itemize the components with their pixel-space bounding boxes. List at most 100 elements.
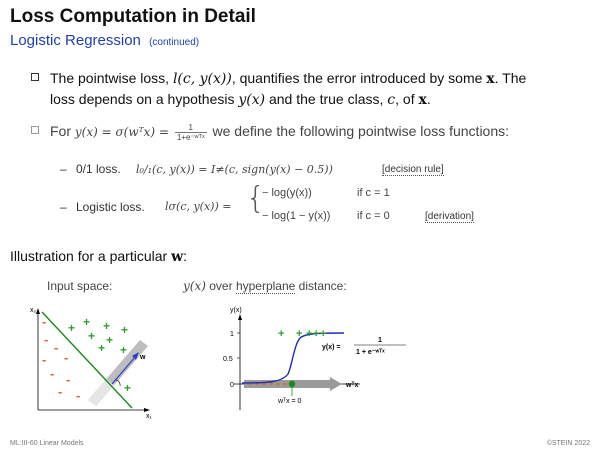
sigmoid-plot: y(x) 1 0.5 0 wᵀx 1 wᵀx = 0 + + + + + y(x… bbox=[223, 307, 406, 410]
dash-icon: – bbox=[60, 200, 67, 214]
footer-left: ML:III-60 Linear Models bbox=[10, 440, 84, 447]
dash-icon: – bbox=[60, 162, 67, 176]
tick-label-05: 0.5 bbox=[223, 356, 233, 363]
frac-num: 1 bbox=[174, 123, 207, 133]
text: and the true class, bbox=[265, 91, 388, 107]
illustration-heading: Illustration for a particular w: bbox=[10, 248, 187, 265]
bullet-pointwise-loss: The pointwise loss, l(c, y(x)), quantifi… bbox=[31, 68, 590, 110]
zero-one-formula: l₀/₁(c, y(x)) = I≠(c, sign(y(x) − 0.5)) bbox=[136, 163, 333, 176]
math-sigmoid-def: y(x) = σ(wᵀx) = bbox=[74, 125, 169, 139]
x-axis-arrow-icon bbox=[144, 408, 150, 412]
y-axis-arrow-icon bbox=[238, 314, 242, 320]
bullet-define-losses: For y(x) = σ(wᵀx) = 1 1+e⁻ʷᵀˣ we define t… bbox=[31, 121, 590, 142]
plus-point: + bbox=[98, 341, 105, 355]
case1-cond: if c = 1 bbox=[357, 187, 390, 199]
math-x: x bbox=[486, 71, 495, 87]
bullet-marker-icon bbox=[31, 126, 39, 134]
slide-subtitle: Logistic Regression (continued) bbox=[10, 32, 199, 49]
axis-label-y: y(x) bbox=[230, 307, 242, 314]
minus-point: - bbox=[42, 314, 46, 329]
minus-point: - bbox=[58, 384, 62, 399]
plus-point: + bbox=[124, 381, 131, 395]
loss-label: Logistic loss. bbox=[76, 200, 145, 214]
plus-point: + bbox=[68, 321, 75, 335]
plus-point: + bbox=[103, 319, 110, 333]
axis-label-wtx: wᵀx bbox=[345, 382, 358, 389]
positive-points: + + + + + + + + + bbox=[68, 315, 131, 395]
frac-den: 1+e⁻ʷᵀˣ bbox=[176, 132, 205, 142]
text: . bbox=[426, 91, 431, 107]
logistic-loss-item: – Logistic loss. bbox=[60, 200, 145, 214]
minus-point: - bbox=[76, 388, 80, 403]
plus-point: + bbox=[320, 328, 326, 340]
minus-point: - bbox=[54, 340, 58, 355]
zero-one-loss-item: – 0/1 loss. bbox=[60, 162, 121, 176]
slide-title: Loss Computation in Detail bbox=[10, 6, 256, 27]
projection-band-light bbox=[88, 379, 114, 406]
decision-rule-link[interactable]: [decision rule] bbox=[382, 164, 444, 176]
minus-point: - bbox=[64, 350, 68, 365]
text: , of bbox=[395, 91, 419, 107]
math-w: w bbox=[171, 249, 184, 265]
text: The pointwise loss, bbox=[50, 70, 173, 86]
math-hypothesis: y(x) bbox=[238, 92, 266, 108]
plus-point: + bbox=[306, 328, 312, 340]
case-brace: { bbox=[246, 181, 266, 216]
curve-caption: y(x) over hyperplane distance: bbox=[183, 279, 347, 294]
plus-point: + bbox=[106, 333, 113, 347]
case2-cond: if c = 0 bbox=[357, 210, 390, 222]
sigmoid-formula-den: 1 + e⁻ʷᵀˣ bbox=[356, 349, 385, 356]
derivation-link[interactable]: [derivation] bbox=[425, 211, 474, 223]
text: For bbox=[50, 123, 71, 139]
subtitle-text: Logistic Regression bbox=[10, 32, 141, 49]
positive-points: + + + + + bbox=[278, 328, 326, 340]
text: we define the following pointwise loss f… bbox=[212, 123, 510, 139]
minus-point: - bbox=[50, 366, 54, 381]
case1-expr: − log(y(x)) bbox=[262, 187, 312, 199]
hyperplane-line bbox=[41, 311, 133, 409]
bullet-marker-icon bbox=[31, 73, 39, 81]
decision-label: wᵀx = 0 bbox=[277, 398, 302, 405]
footer-right: ©STEIN 2022 bbox=[546, 440, 590, 447]
text: loss depends on a hypothesis bbox=[50, 91, 239, 107]
axis-label-x2: x₂ bbox=[30, 307, 37, 314]
tick-label-0: 0 bbox=[230, 382, 234, 389]
sigmoid-formula-lhs: y(x) = bbox=[322, 344, 340, 351]
right-angle-mark bbox=[115, 379, 121, 387]
minus-point: - bbox=[66, 372, 70, 387]
negative-points: - - - - - - - - - bbox=[42, 314, 80, 403]
plus-point: + bbox=[83, 315, 90, 329]
case2-expr: − log(1 − y(x)) bbox=[262, 210, 331, 222]
hyperplane-link[interactable]: hyperplane bbox=[235, 279, 296, 294]
w-label: w bbox=[139, 354, 146, 361]
subtitle-note: (continued) bbox=[149, 37, 200, 48]
plus-point: + bbox=[120, 343, 127, 357]
math-x: x bbox=[418, 92, 427, 108]
minus-point: - bbox=[44, 332, 48, 347]
logistic-lhs: lσ(c, y(x)) = bbox=[165, 200, 232, 213]
text: , quantifies the error introduced by som… bbox=[231, 70, 487, 86]
plus-point: + bbox=[88, 329, 95, 343]
math-class: c bbox=[387, 92, 396, 108]
plus-point: + bbox=[121, 323, 128, 337]
loss-label: 0/1 loss. bbox=[76, 162, 121, 176]
y-axis-arrow-icon bbox=[36, 308, 40, 314]
plus-point: + bbox=[313, 328, 319, 340]
input-space-plot: x₂ x₁ w + + + + + + + + + - - - - - - - … bbox=[30, 307, 153, 420]
tick-label-1: 1 bbox=[230, 331, 234, 338]
plus-point: + bbox=[278, 328, 284, 340]
text: Illustration for a particular bbox=[10, 248, 168, 264]
axis-label-x1: x₁ bbox=[146, 413, 153, 420]
text: : bbox=[183, 248, 188, 264]
normal-arrow-icon bbox=[132, 352, 139, 360]
sigmoid-curve bbox=[241, 332, 345, 384]
text: over bbox=[205, 279, 236, 293]
text: . The bbox=[494, 70, 527, 86]
input-space-caption: Input space: bbox=[47, 279, 113, 293]
plus-point: + bbox=[296, 328, 302, 340]
minus-point: - bbox=[42, 352, 46, 367]
sigmoid-formula-num: 1 bbox=[378, 337, 382, 344]
math-y: y(x) bbox=[183, 279, 206, 293]
normal-vector bbox=[111, 355, 137, 385]
text: distance: bbox=[295, 279, 347, 293]
